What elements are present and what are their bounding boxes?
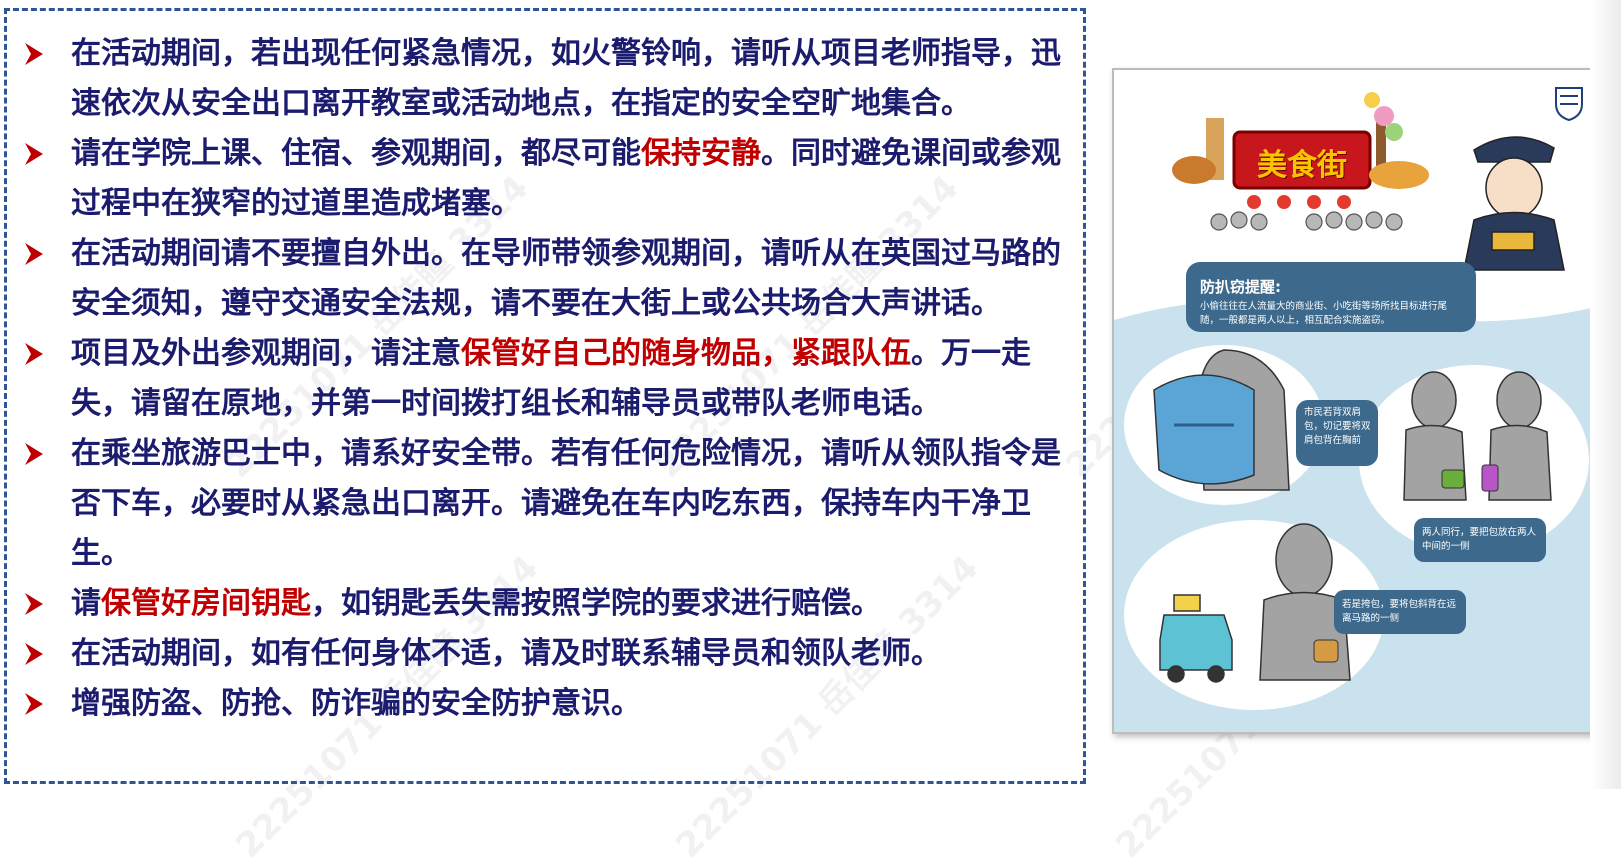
food-street-sign <box>1232 130 1372 190</box>
food-ball <box>1385 123 1403 141</box>
rule-item: 在活动期间，如有任何身体不适，请及时联系辅导员和领队老师。 <box>25 629 1071 679</box>
rule-text: 在乘坐旅游巴士中，请系好安全带。若有任何危险情况，请听从领队指令是否下车，必要时… <box>71 436 1061 571</box>
rule-text: 在活动期间，如有任何身体不适，请及时联系辅导员和领队老师。 <box>71 636 941 671</box>
poster-illustration <box>1114 87 1604 732</box>
sign-skewer-right <box>1376 110 1386 182</box>
arrow-bullet-icon <box>25 643 43 665</box>
road-tip-text: 若是挎包，要将包斜背在远离马路的一侧 <box>1342 599 1457 624</box>
arrow-bullet-icon <box>25 43 43 65</box>
rule-text: ，如钥匙丢失需按照学院的要求进行赔偿。 <box>311 586 881 621</box>
pair-bubble <box>1414 518 1546 562</box>
police-officer <box>1463 136 1565 271</box>
backpack-bubble <box>1296 400 1378 466</box>
arrow-bullet-icon <box>25 443 43 465</box>
lantern <box>1247 195 1261 209</box>
food-street-title: 美食街 <box>1257 148 1347 183</box>
slide-edge-shadow <box>1590 0 1621 789</box>
safety-rules-box: 在活动期间，若出现任何紧急情况，如火警铃响，请听从项目老师指导，迅速依次从安全出… <box>4 8 1086 784</box>
crossbody-bag <box>1313 639 1339 663</box>
food-ball <box>1364 92 1380 108</box>
backpack-person <box>1153 349 1290 491</box>
rule-item: 增强防盗、防抢、防诈骗的安全防护意识。 <box>25 679 1071 729</box>
rule-item: 请保管好房间钥匙，如钥匙丢失需按照学院的要求进行赔偿。 <box>25 579 1071 629</box>
backpack-tip-text: 市民若背双肩包，切记要将双肩包背在胸前 <box>1304 407 1371 446</box>
tip-bubble <box>1186 262 1476 332</box>
rule-item: 请在学院上课、住宿、参观期间，都尽可能保持安静。同时避免课间或参观过程中在狭窄的… <box>25 129 1071 229</box>
crowd-silhouettes <box>1210 211 1403 231</box>
anti-theft-poster: 美食街 防扒窃提醒: 小偷往往在人流量大的商业街、小吃街等场所找目标进行尾随，一… <box>1112 68 1606 734</box>
arrow-bullet-icon <box>25 593 43 615</box>
police-logo-icon <box>1555 87 1583 122</box>
green-bag <box>1441 469 1465 489</box>
rule-item: 项目及外出参观期间，请注意保管好自己的随身物品，紧跟队伍。万一走失，请留在原地，… <box>25 329 1071 429</box>
rule-text: 项目及外出参观期间，请注意 <box>71 336 461 371</box>
arrow-bullet-icon <box>25 243 43 265</box>
rule-item: 在活动期间，若出现任何紧急情况，如火警铃响，请听从项目老师指导，迅速依次从安全出… <box>25 29 1071 129</box>
tip-title: 防扒窃提醒: <box>1200 278 1281 296</box>
rule-highlight-text: 保管好房间钥匙 <box>101 586 311 621</box>
lantern <box>1337 195 1351 209</box>
arrow-bullet-icon <box>25 693 43 715</box>
rule-text: 增强防盗、防抢、防诈骗的安全防护意识。 <box>71 686 641 721</box>
rule-text: 。万一走失，请留在原地，并第一时间拨打组长和辅导员或带队老师电话。 <box>71 336 1031 421</box>
rule-item: 在活动期间请不要擅自外出。在导师带领参观期间，请听从在英国过马路的安全须知，遵守… <box>25 229 1071 329</box>
food-ball <box>1374 106 1394 126</box>
arrow-bullet-icon <box>25 343 43 365</box>
pair-tip-text: 两人同行，要把包放在两人中间的一侧 <box>1422 527 1537 552</box>
pair-people <box>1403 371 1552 501</box>
lantern <box>1277 195 1291 209</box>
purple-bag <box>1481 464 1499 492</box>
noodle-bowl <box>1369 161 1429 189</box>
rule-text: 在活动期间请不要擅自外出。在导师带领参观期间，请听从在英国过马路的安全须知，遵守… <box>71 236 1061 321</box>
rule-highlight-text: 保持安静 <box>641 136 761 171</box>
rule-item: 在乘坐旅游巴士中，请系好安全带。若有任何危险情况，请听从领队指令是否下车，必要时… <box>25 429 1071 579</box>
slide: 22251071 岳佳瞳 3314 22251071 岳佳瞳 3314 2225… <box>4 0 1621 866</box>
arrow-bullet-icon <box>25 143 43 165</box>
rule-text: 在活动期间，若出现任何紧急情况，如火警铃响，请听从项目老师指导，迅速依次从安全出… <box>71 36 1061 121</box>
road-bubble <box>1334 590 1466 634</box>
rule-text: 。同时避免课间或参观过程中在狭窄的过道里造成堵塞。 <box>71 136 1061 221</box>
rule-highlight-text: 保管好自己的随身物品，紧跟队伍 <box>461 336 911 371</box>
burger <box>1172 156 1216 184</box>
rule-text: 请 <box>71 586 101 621</box>
tip-text: 小偷往往在人流量大的商业街、小吃街等场所找目标进行尾随，一般都是两人以上，相互配… <box>1200 301 1448 326</box>
rule-text: 请在学院上课、住宿、参观期间，都尽可能 <box>71 136 641 171</box>
lantern <box>1307 195 1321 209</box>
car <box>1159 594 1233 683</box>
